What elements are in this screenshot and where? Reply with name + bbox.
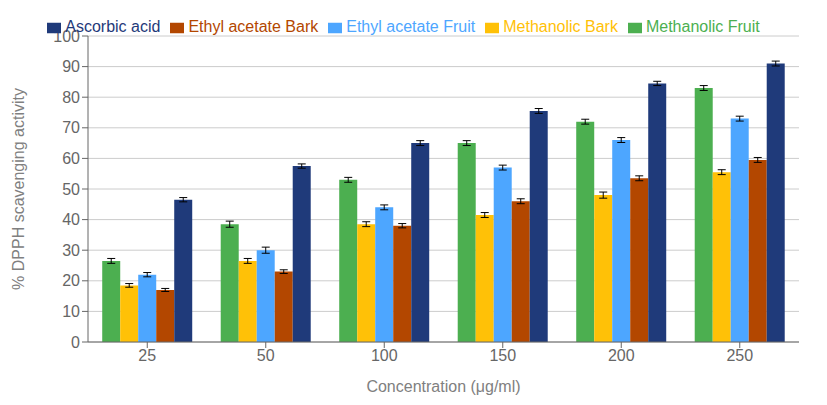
svg-text:100: 100 <box>53 28 80 45</box>
svg-text:50: 50 <box>257 347 275 364</box>
svg-text:70: 70 <box>62 119 80 136</box>
svg-text:20: 20 <box>62 272 80 289</box>
svg-text:50: 50 <box>62 181 80 198</box>
svg-text:250: 250 <box>726 347 753 364</box>
svg-text:200: 200 <box>608 347 635 364</box>
svg-text:30: 30 <box>62 242 80 259</box>
svg-text:Concentration (μg/ml): Concentration (μg/ml) <box>366 378 520 395</box>
html-text:Ethyl acetate Fruit: Ethyl acetate Fruit <box>346 18 476 35</box>
svg-text:60: 60 <box>62 150 80 167</box>
html-text:Methanolic Fruit: Methanolic Fruit <box>645 18 760 35</box>
html-text:Methanolic Bark: Methanolic Bark <box>503 18 618 35</box>
svg-text:100: 100 <box>371 347 398 364</box>
svg-text:% DPPH scavenging activity: % DPPH scavenging activity <box>10 88 27 290</box>
svg-text:150: 150 <box>489 347 516 364</box>
html-text:Ascorbic acid: Ascorbic acid <box>65 18 161 35</box>
svg-text:40: 40 <box>62 211 80 228</box>
svg-text:0: 0 <box>71 334 80 351</box>
svg-text:25: 25 <box>138 347 156 364</box>
svg-text:10: 10 <box>62 303 80 320</box>
html-text:Ethyl acetate Bark: Ethyl acetate Bark <box>188 18 319 35</box>
svg-text:90: 90 <box>62 58 80 75</box>
svg-text:80: 80 <box>62 89 80 106</box>
